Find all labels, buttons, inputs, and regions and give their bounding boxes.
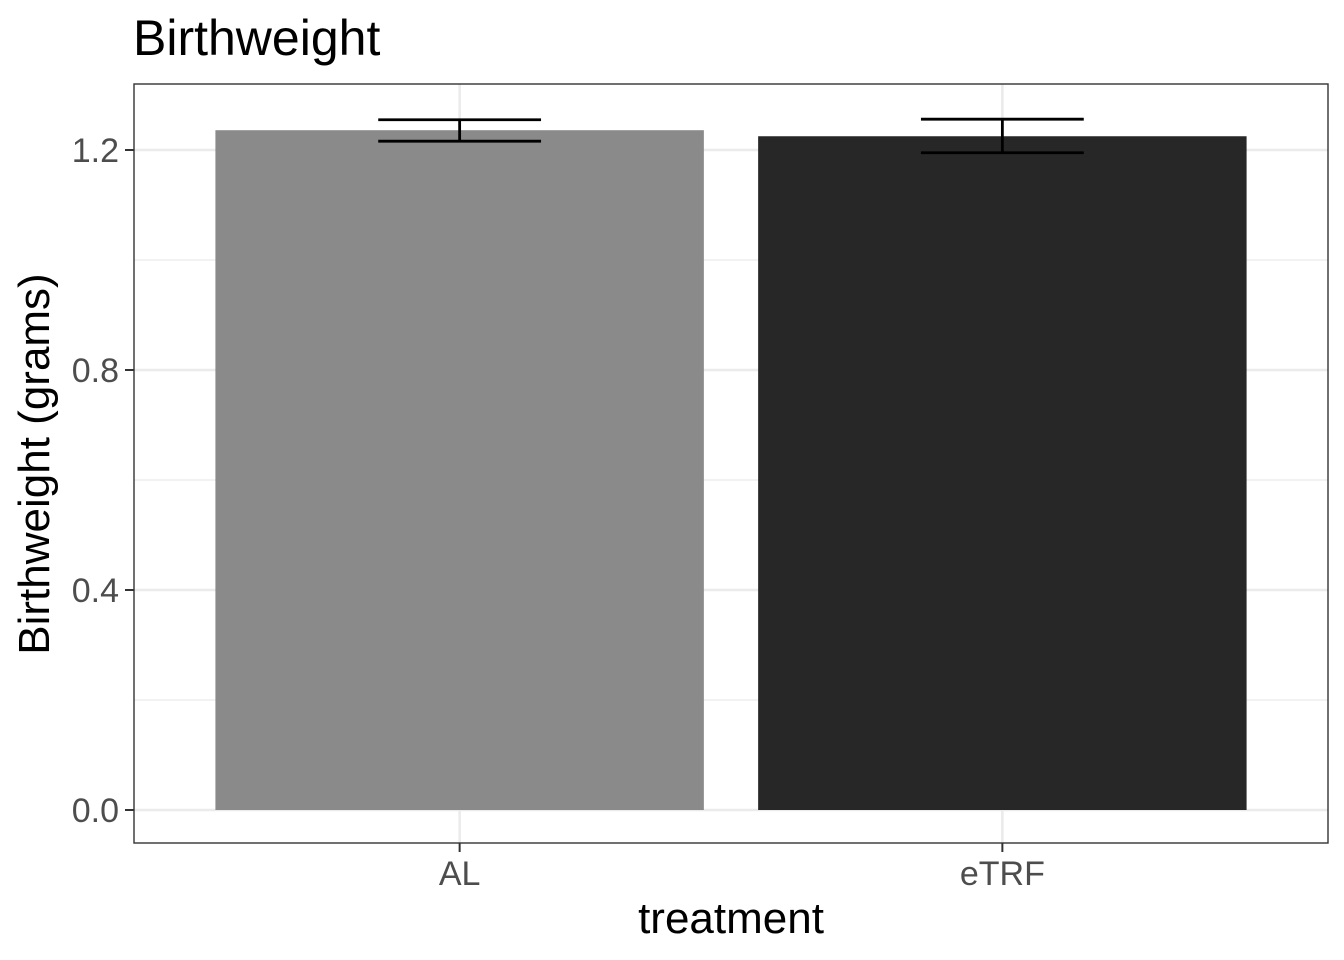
x-tick-label-etrf: eTRF xyxy=(960,855,1045,893)
x-tick-label-al: AL xyxy=(439,855,481,893)
y-tick-label: 0.4 xyxy=(72,572,119,610)
bar-al xyxy=(215,130,704,810)
y-tick-label: 1.2 xyxy=(72,132,119,170)
bars xyxy=(215,130,1247,810)
chart-title: Birthweight xyxy=(133,10,380,66)
y-axis-title: Birthweight (grams) xyxy=(10,273,59,654)
x-axis-title: treatment xyxy=(638,894,824,943)
error-bar-al xyxy=(378,118,542,143)
y-tick-label: 0.0 xyxy=(72,792,119,830)
y-axis: 0.0 0.4 0.8 1.2 xyxy=(72,132,134,830)
bar-etrf xyxy=(758,136,1247,810)
y-tick-label: 0.8 xyxy=(72,352,119,390)
error-bar-etrf xyxy=(920,117,1084,155)
x-axis: AL eTRF xyxy=(439,843,1045,893)
error-bars xyxy=(378,117,1084,155)
plot-panel-border xyxy=(133,83,1329,844)
